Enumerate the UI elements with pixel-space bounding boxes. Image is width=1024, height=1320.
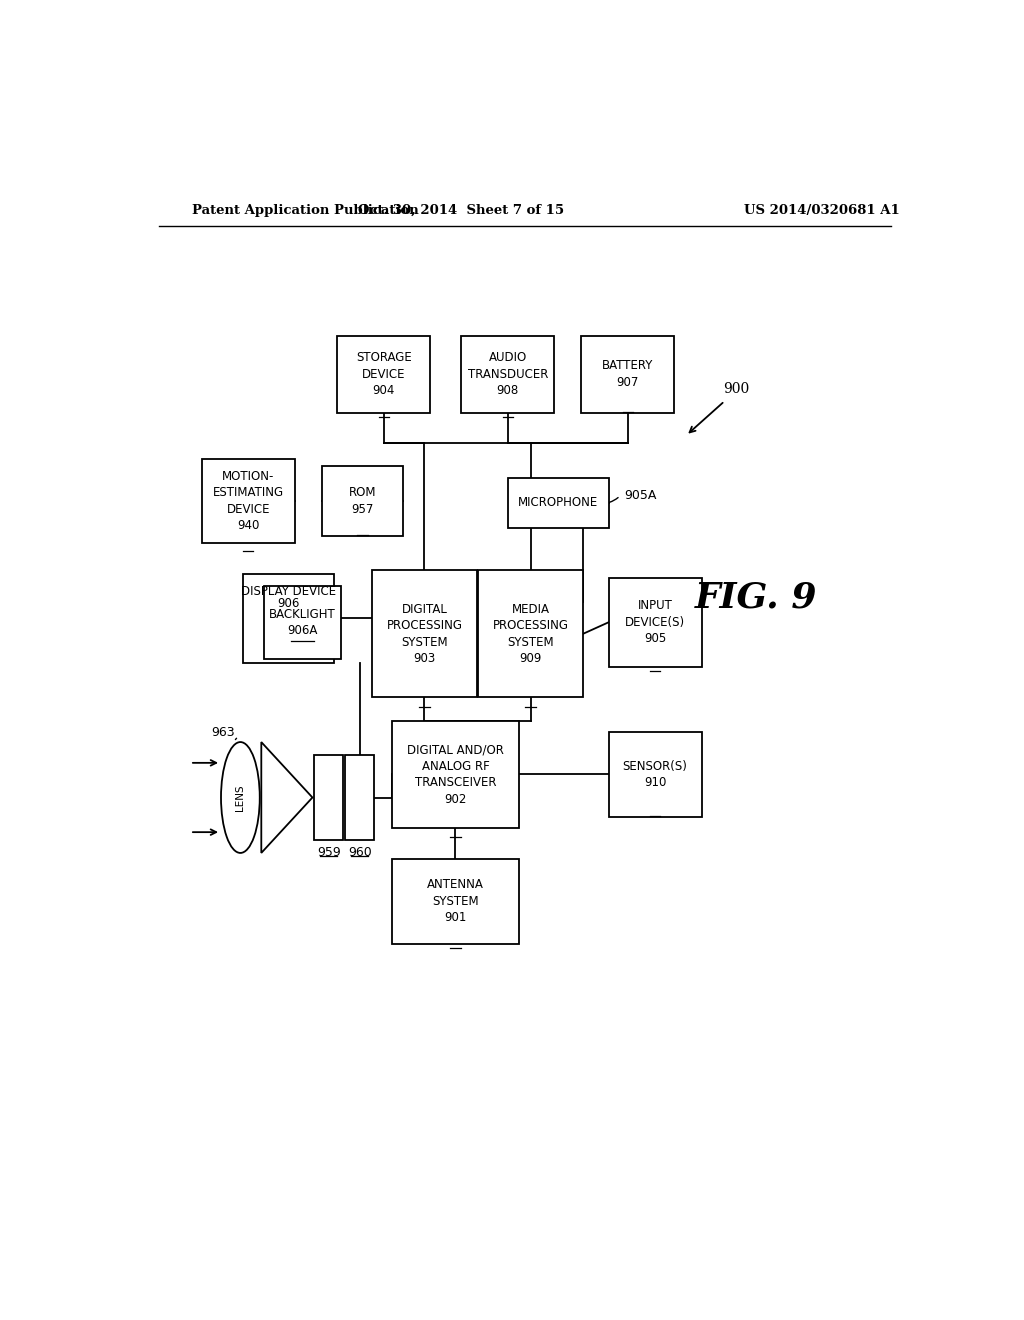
Bar [391, 859, 519, 944]
Bar [314, 755, 343, 840]
Text: 959: 959 [316, 846, 341, 859]
Text: MOTION-
ESTIMATING
DEVICE
940: MOTION- ESTIMATING DEVICE 940 [213, 470, 284, 532]
Text: Patent Application Publication: Patent Application Publication [191, 205, 418, 218]
Bar [202, 459, 295, 544]
Text: INPUT
DEVICE(S)
905: INPUT DEVICE(S) 905 [625, 599, 685, 645]
Text: MICROPHONE: MICROPHONE [518, 496, 598, 510]
Text: 905A: 905A [624, 490, 656, 502]
Text: ROM
957: ROM 957 [349, 486, 376, 516]
Text: Oct. 30, 2014  Sheet 7 of 15: Oct. 30, 2014 Sheet 7 of 15 [358, 205, 564, 218]
Text: US 2014/0320681 A1: US 2014/0320681 A1 [743, 205, 899, 218]
Text: STORAGE
DEVICE
904: STORAGE DEVICE 904 [356, 351, 412, 397]
Bar [608, 733, 701, 817]
Text: 960: 960 [348, 846, 372, 859]
Text: ANTENNA
SYSTEM
901: ANTENNA SYSTEM 901 [427, 878, 484, 924]
Text: DISPLAY DEVICE: DISPLAY DEVICE [241, 585, 336, 598]
Bar [243, 574, 334, 663]
Ellipse shape [221, 742, 260, 853]
Text: BATTERY
907: BATTERY 907 [602, 359, 653, 389]
Bar [337, 335, 430, 412]
Text: FIG. 9: FIG. 9 [694, 581, 817, 614]
Text: LENS: LENS [236, 784, 246, 810]
Text: DIGITAL
PROCESSING
SYSTEM
903: DIGITAL PROCESSING SYSTEM 903 [386, 603, 463, 665]
Bar [322, 466, 403, 536]
Bar [372, 570, 477, 697]
Bar [608, 578, 701, 667]
Bar [345, 755, 375, 840]
Text: BACKLIGHT
906A: BACKLIGHT 906A [269, 607, 336, 638]
Text: DIGITAL AND/OR
ANALOG RF
TRANSCEIVER
902: DIGITAL AND/OR ANALOG RF TRANSCEIVER 902 [407, 743, 504, 805]
Text: 906: 906 [278, 597, 300, 610]
Bar [461, 335, 554, 412]
Bar [478, 570, 583, 697]
Text: SENSOR(S)
910: SENSOR(S) 910 [623, 759, 687, 789]
Text: MEDIA
PROCESSING
SYSTEM
909: MEDIA PROCESSING SYSTEM 909 [493, 603, 568, 665]
Bar [508, 478, 608, 528]
Bar [263, 586, 341, 659]
Text: AUDIO
TRANSDUCER
908: AUDIO TRANSDUCER 908 [468, 351, 548, 397]
Text: 900: 900 [723, 383, 750, 396]
Text: 963: 963 [211, 726, 234, 739]
Bar [582, 335, 675, 412]
Bar [391, 721, 519, 829]
